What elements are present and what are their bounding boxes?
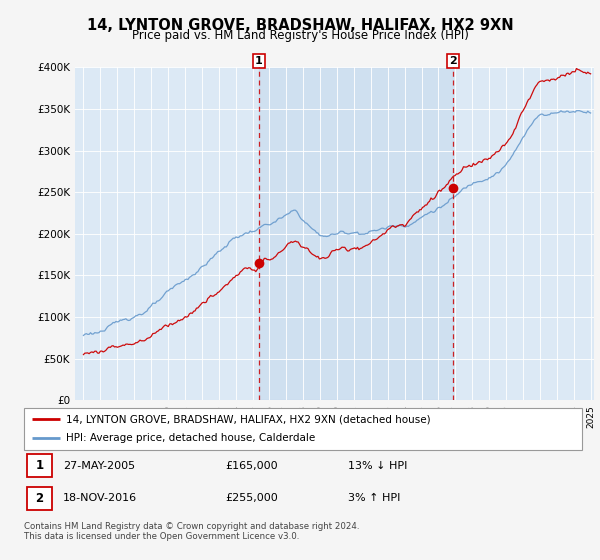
Text: 3% ↑ HPI: 3% ↑ HPI [347, 493, 400, 503]
Text: 27-MAY-2005: 27-MAY-2005 [63, 461, 135, 471]
Text: 14, LYNTON GROVE, BRADSHAW, HALIFAX, HX2 9XN: 14, LYNTON GROVE, BRADSHAW, HALIFAX, HX2… [86, 18, 514, 33]
Text: 18-NOV-2016: 18-NOV-2016 [63, 493, 137, 503]
FancyBboxPatch shape [27, 487, 52, 510]
Text: Price paid vs. HM Land Registry's House Price Index (HPI): Price paid vs. HM Land Registry's House … [131, 29, 469, 42]
Text: £255,000: £255,000 [225, 493, 278, 503]
Text: 14, LYNTON GROVE, BRADSHAW, HALIFAX, HX2 9XN (detached house): 14, LYNTON GROVE, BRADSHAW, HALIFAX, HX2… [66, 414, 430, 424]
Text: 1: 1 [255, 56, 263, 66]
Bar [259, 67, 454, 400]
Text: 1: 1 [35, 459, 43, 472]
Text: 13% ↓ HPI: 13% ↓ HPI [347, 461, 407, 471]
Text: 2: 2 [449, 56, 457, 66]
Text: Contains HM Land Registry data © Crown copyright and database right 2024.
This d: Contains HM Land Registry data © Crown c… [24, 522, 359, 542]
Text: 2: 2 [35, 492, 43, 505]
FancyBboxPatch shape [24, 408, 582, 450]
Text: £165,000: £165,000 [225, 461, 278, 471]
FancyBboxPatch shape [27, 454, 52, 477]
Text: HPI: Average price, detached house, Calderdale: HPI: Average price, detached house, Cald… [66, 433, 315, 444]
